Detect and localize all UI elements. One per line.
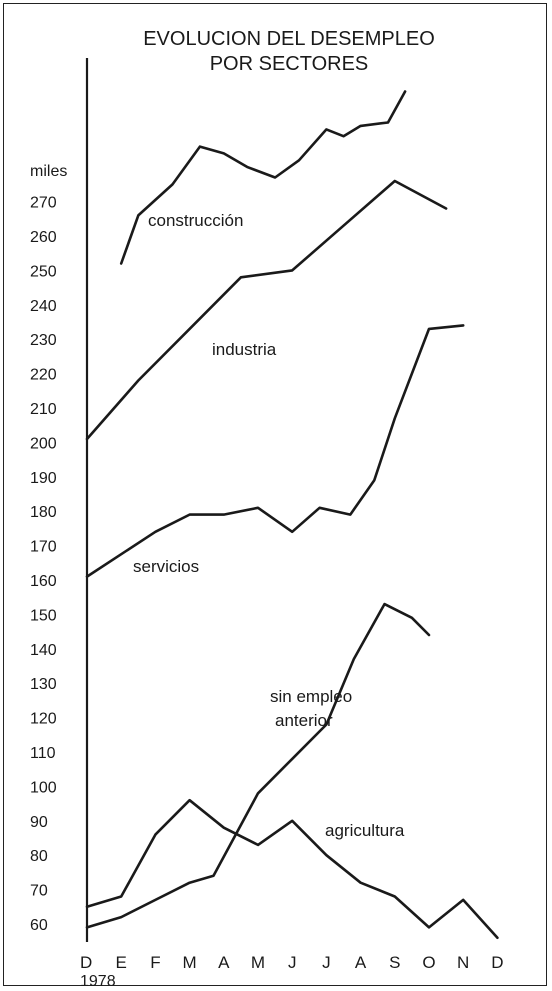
y-tick-label: 160 xyxy=(30,573,57,590)
y-tick-label: 120 xyxy=(30,711,57,728)
y-tick-label: 110 xyxy=(30,745,56,762)
series-line-construcción xyxy=(119,90,407,265)
series-line-industria xyxy=(85,179,448,441)
x-tick-label: S xyxy=(389,953,400,972)
y-tick-label: 210 xyxy=(30,401,57,418)
series-line-agricultura xyxy=(85,798,499,940)
chart-frame xyxy=(3,3,547,986)
y-tick-label: 240 xyxy=(30,298,57,315)
y-tick-label: 180 xyxy=(30,504,57,521)
y-axis-label: miles xyxy=(30,163,67,180)
y-tick-label: 90 xyxy=(30,814,48,831)
x-tick-label: M xyxy=(183,953,197,972)
y-tick-label: 250 xyxy=(30,263,57,280)
y-tick-label: 80 xyxy=(30,848,48,865)
x-tick-label: A xyxy=(355,953,367,972)
x-year-label: 1978 xyxy=(80,973,116,990)
x-tick-label: D xyxy=(80,953,92,972)
y-tick-label: 190 xyxy=(30,470,57,487)
y-tick-label: 140 xyxy=(30,642,57,659)
x-tick-label: E xyxy=(116,953,127,972)
x-tick-label: J xyxy=(322,953,331,972)
x-tick-label: A xyxy=(218,953,230,972)
series-label: agricultura xyxy=(325,821,405,840)
series-label: anterior xyxy=(275,711,333,730)
x-tick-label: O xyxy=(422,953,435,972)
y-tick-label: 220 xyxy=(30,367,57,384)
y-tick-label: 100 xyxy=(30,779,57,796)
y-tick-label: 150 xyxy=(30,607,57,624)
y-tick-label: 70 xyxy=(30,883,48,900)
x-tick-label: J xyxy=(288,953,297,972)
x-tick-label: M xyxy=(251,953,265,972)
series-label: construcción xyxy=(148,211,243,230)
y-tick-label: 200 xyxy=(30,435,57,452)
y-tick-label: 60 xyxy=(30,917,48,934)
y-tick-label: 270 xyxy=(30,195,57,212)
chart-title-line-2: POR SECTORES xyxy=(210,53,369,75)
chart-title-line-1: EVOLUCION DEL DESEMPLEO xyxy=(143,28,435,50)
x-tick-label: F xyxy=(150,953,160,972)
series-line-sin-empleo-anterior xyxy=(85,602,431,929)
x-tick-label: N xyxy=(457,953,469,972)
y-tick-label: 260 xyxy=(30,229,57,246)
series-line-servicios xyxy=(85,324,465,578)
series-label: sin empleo xyxy=(270,687,352,706)
series-label: servicios xyxy=(133,557,199,576)
x-tick-label: D xyxy=(491,953,503,972)
y-tick-label: 170 xyxy=(30,539,57,556)
series-label: industria xyxy=(212,340,277,359)
y-tick-label: 230 xyxy=(30,332,57,349)
y-tick-label: 130 xyxy=(30,676,57,693)
